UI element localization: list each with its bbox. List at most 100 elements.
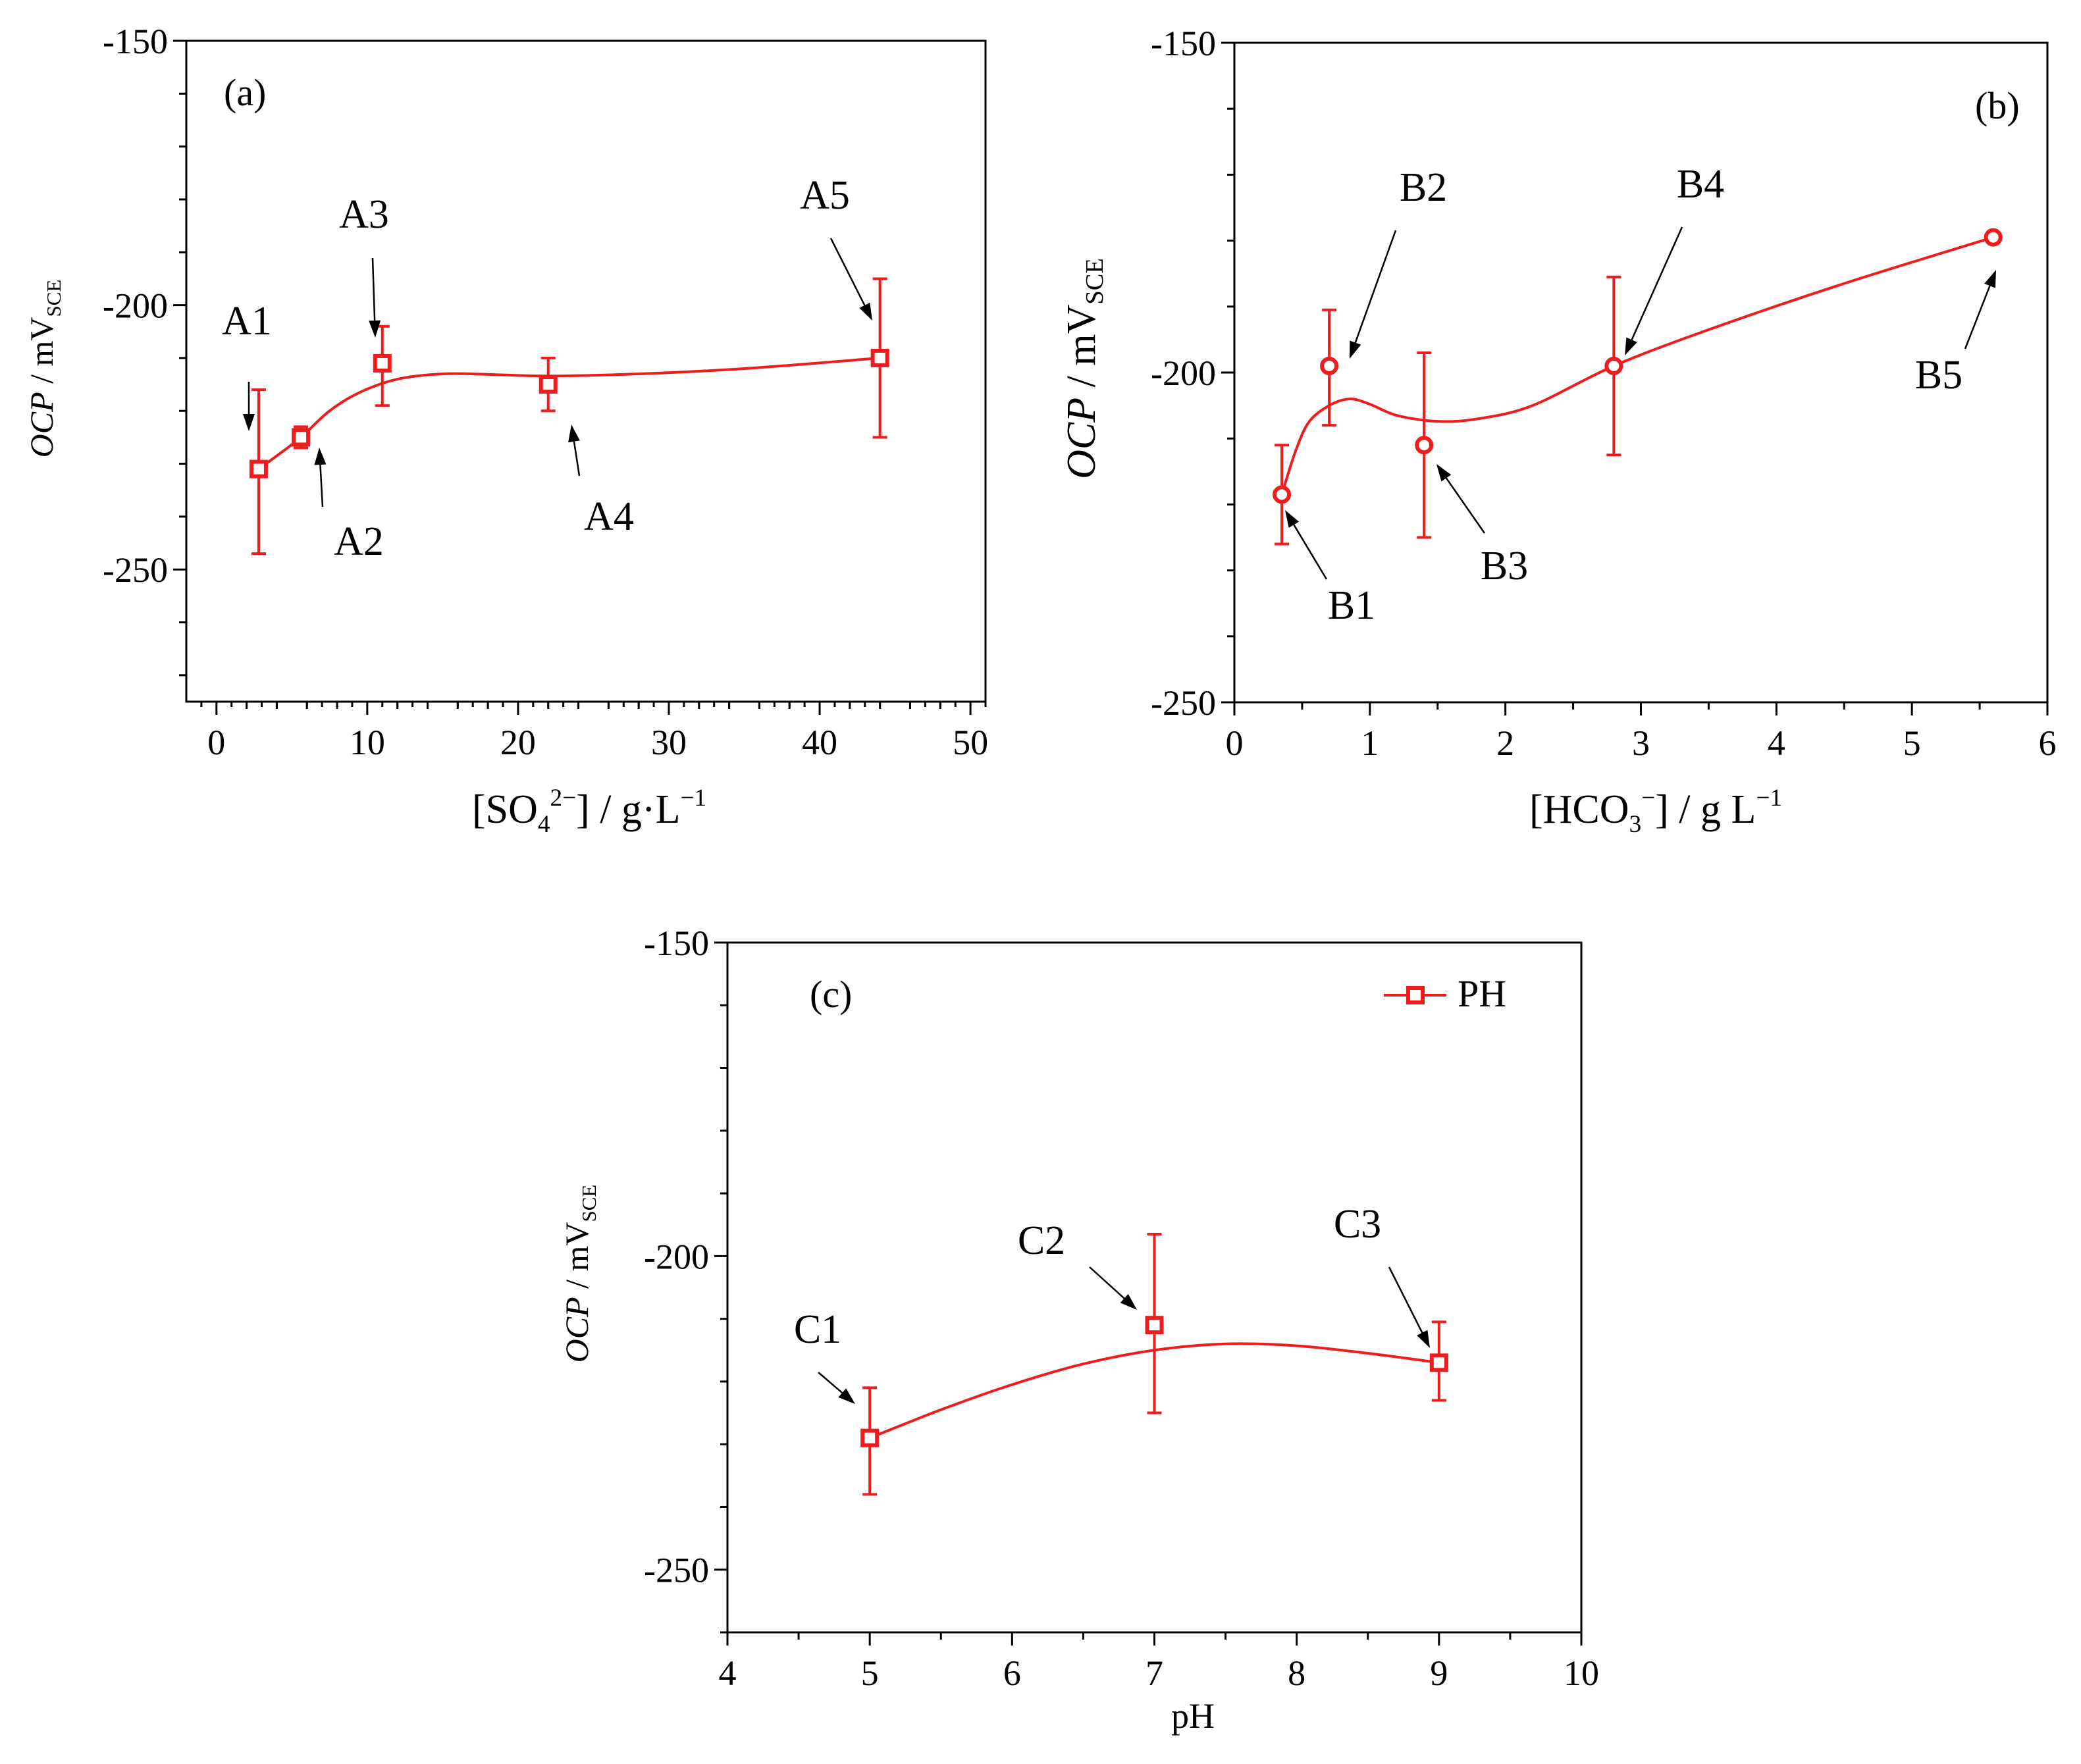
arrow-head: [1984, 270, 1996, 288]
data-point: [249, 459, 268, 479]
x-tick-label: 9: [1430, 1653, 1448, 1693]
x-tick-label: 1: [1361, 723, 1379, 763]
y-axis-label-subscript: SCE: [1081, 258, 1109, 304]
annotation-arrow: [319, 464, 324, 507]
data-point: [1320, 356, 1339, 375]
y-tick-label: -250: [1151, 683, 1216, 723]
y-axis-label-main: OCP: [1059, 398, 1104, 479]
x-tick-label: 10: [1564, 1653, 1599, 1693]
data-point: [870, 348, 889, 367]
annotation-arrow: [1631, 226, 1683, 340]
annotation-arrow: [573, 441, 581, 477]
panel-label: (a): [224, 71, 266, 114]
data-point: [292, 428, 311, 447]
x-tick-label: 5: [861, 1653, 879, 1693]
point-label: B3: [1481, 544, 1528, 588]
y-axis-label-unit: / mV: [558, 1222, 595, 1297]
x-axis-label-unit: ] / g·L: [576, 787, 680, 832]
y-tick-label: -150: [644, 923, 709, 963]
point-label: B5: [1915, 353, 1962, 398]
x-tick-label: 5: [1903, 723, 1921, 763]
y-axis-label: OCP / mVSCE: [23, 280, 65, 458]
x-tick-label: 0: [1226, 723, 1244, 763]
arrow-head: [838, 1388, 855, 1404]
x-axis-label-superscript: 2−: [550, 785, 576, 812]
y-axis-label-main: OCP: [558, 1297, 595, 1362]
data-point: [1145, 1316, 1164, 1335]
x-axis-label: [SO42−] / g·L−1: [472, 785, 706, 838]
x-axis-label-exponent: −1: [1756, 785, 1782, 812]
panel-c: 4 5 6 7 8 9 10 -150 -200 -250 OCP / mVSCE pH (c) C1 C2…: [558, 923, 1599, 1736]
point-label: A5: [800, 173, 850, 218]
data-point: [1604, 356, 1623, 375]
y-axis-label-main: OCP: [23, 392, 60, 457]
y-tick-label: -150: [1151, 24, 1216, 63]
point-label: A3: [339, 192, 389, 237]
legend-marker: [1406, 986, 1425, 1004]
arrow-head: [1120, 1293, 1137, 1310]
x-tick-label: 7: [1146, 1653, 1163, 1693]
panel-a: 0 10 20 30 40 50 -150 -200 -250 OCP / mVSCE [SO42−…: [23, 22, 988, 838]
data-point: [1984, 228, 2003, 247]
x-axis-label-text: [SO: [472, 787, 538, 832]
x-axis-label-superscript: −: [1641, 785, 1655, 812]
panel-label: (c): [810, 973, 852, 1016]
arrow-head: [314, 448, 327, 465]
annotation-arrow: [1354, 230, 1397, 343]
x-axis-label-exponent: −1: [680, 785, 706, 812]
arrow-head: [1625, 337, 1637, 355]
panel-label: (b): [1975, 84, 2020, 127]
data-point: [1429, 1353, 1448, 1372]
plot-frame: [185, 39, 987, 703]
x-tick-label: 50: [953, 723, 988, 762]
annotation-arrow: [1388, 1266, 1423, 1334]
y-tick-label: -200: [644, 1237, 709, 1276]
data-point: [1273, 485, 1292, 504]
x-tick-label: 8: [1288, 1653, 1305, 1693]
point-label: C2: [1018, 1218, 1065, 1263]
point-label: B2: [1400, 165, 1447, 210]
arrow-head: [369, 320, 381, 338]
point-label: B4: [1677, 162, 1724, 207]
data-point: [860, 1428, 880, 1447]
x-tick-label: 4: [1768, 723, 1785, 763]
y-axis-label-subscript: SCE: [577, 1185, 600, 1222]
x-tick-label: 6: [2039, 723, 2057, 763]
annotation-arrow: [1445, 477, 1486, 534]
point-label: A2: [334, 519, 384, 564]
arrow-head: [243, 414, 255, 431]
x-tick-label: 30: [651, 723, 687, 762]
y-axis-label-subscript: SCE: [42, 280, 65, 317]
data-point: [539, 375, 558, 394]
x-axis-label-text: pH: [1171, 1696, 1215, 1736]
point-label: A1: [222, 299, 272, 344]
x-axis-label-text: [HCO: [1529, 787, 1629, 832]
x-tick-label: 6: [1003, 1653, 1021, 1693]
annotation-arrow: [371, 257, 376, 321]
x-axis-label: [HCO3−] / g L−1: [1529, 785, 1782, 838]
legend-label: PH: [1458, 972, 1506, 1015]
y-tick-label: -150: [103, 22, 168, 61]
y-tick-label: -250: [103, 550, 168, 590]
arrow-head: [1436, 464, 1452, 482]
x-tick-label: 3: [1632, 723, 1650, 763]
arrow-head: [1417, 1330, 1430, 1348]
annotation-arrow: [1089, 1266, 1125, 1299]
y-tick-label: -250: [644, 1551, 709, 1590]
point-label: C3: [1334, 1202, 1381, 1247]
point-label: C1: [794, 1307, 841, 1352]
x-tick-label: 40: [802, 723, 837, 762]
y-tick-label: -200: [103, 286, 168, 326]
x-tick-label: 4: [719, 1653, 737, 1693]
x-tick-label: 10: [350, 723, 385, 762]
y-axis-label-unit: / mV: [1059, 304, 1104, 397]
fit-curve: [257, 356, 880, 471]
x-axis-label-unit: ] / g L: [1655, 787, 1756, 832]
point-label: A4: [584, 494, 634, 539]
y-axis-label: OCP / mVSCE: [1059, 258, 1109, 479]
arrow-head: [1350, 340, 1361, 359]
y-tick-label: -200: [1151, 353, 1216, 393]
x-axis-label-subscript: 3: [1629, 811, 1642, 838]
